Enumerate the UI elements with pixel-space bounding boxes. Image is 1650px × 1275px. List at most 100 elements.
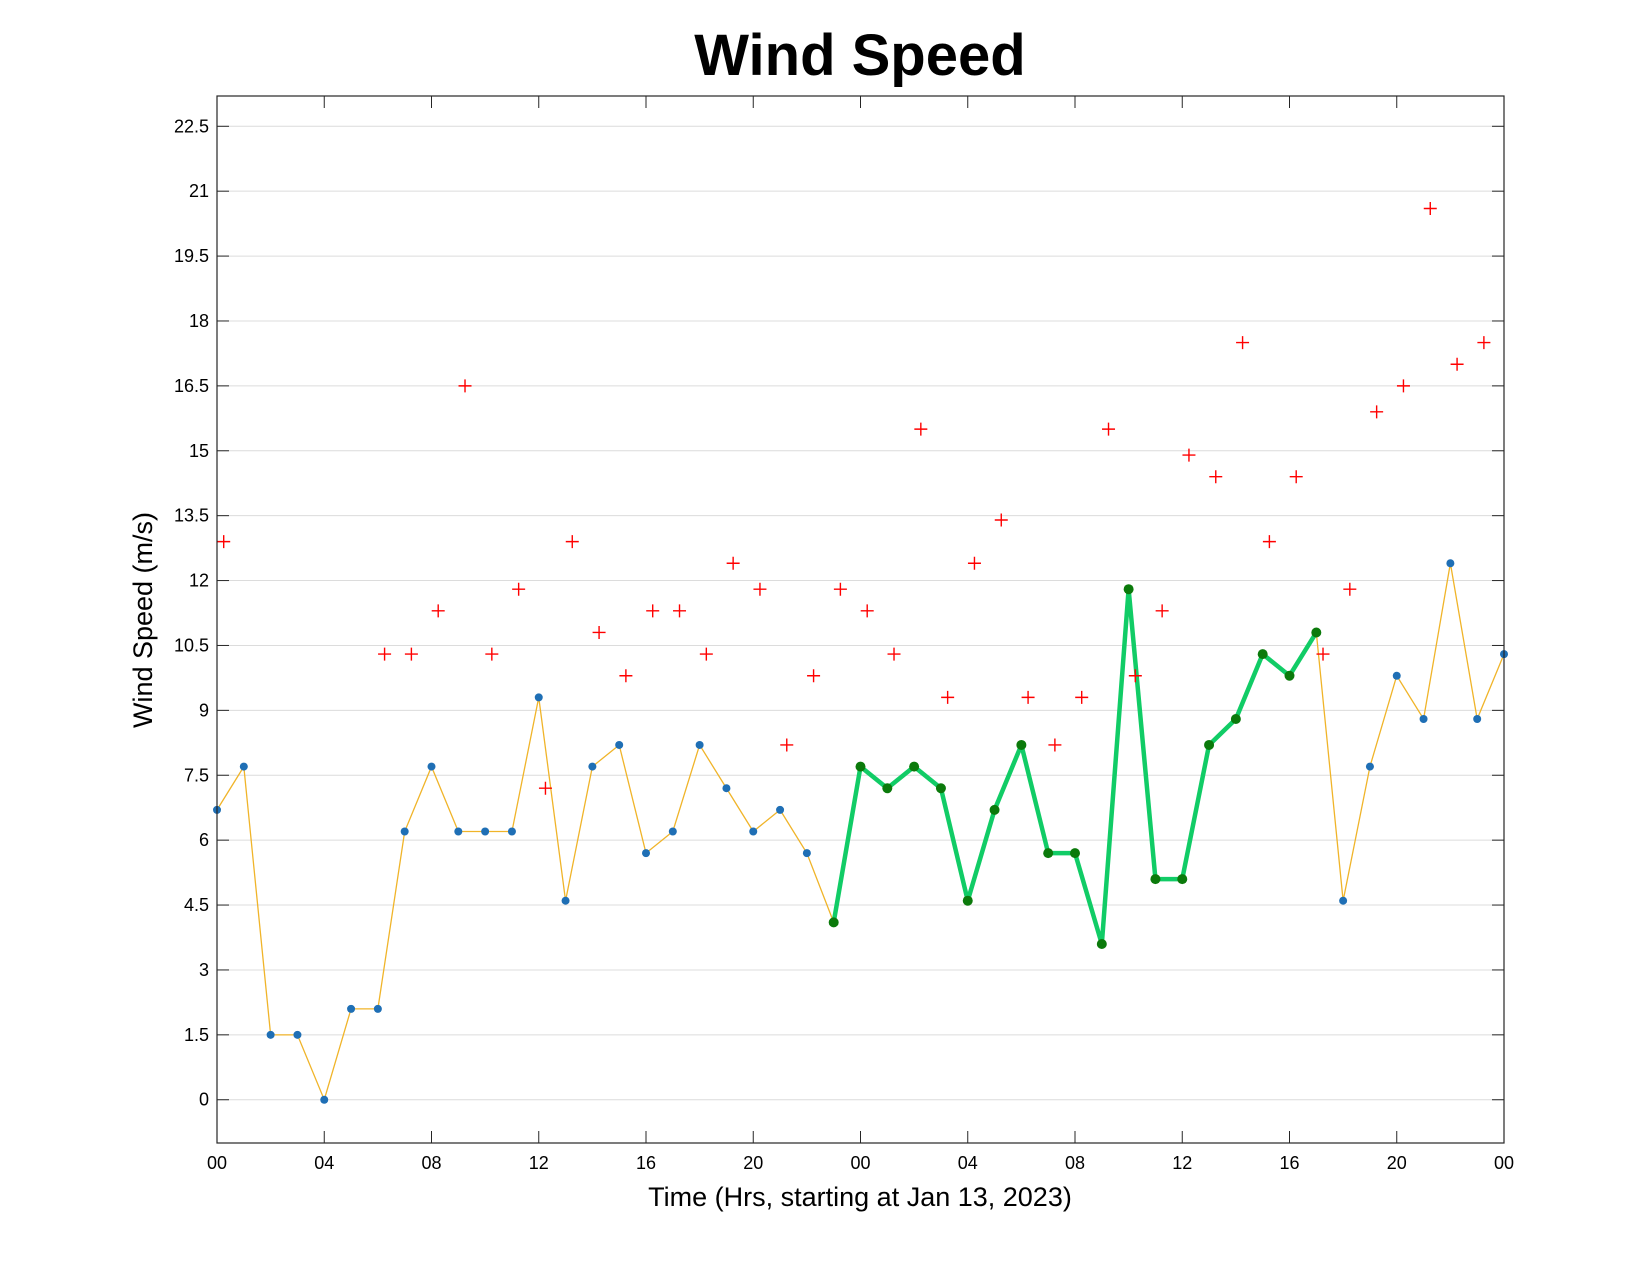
series-3-marker — [646, 604, 660, 618]
series-3-marker — [538, 781, 552, 795]
y-tick-label: 4.5 — [184, 895, 209, 915]
y-tick-label: 10.5 — [174, 635, 209, 655]
series-1-point — [695, 740, 704, 749]
series-3-marker — [833, 582, 847, 596]
series-1-point — [400, 827, 409, 836]
series-1-point — [481, 827, 490, 836]
y-tick-label: 7.5 — [184, 765, 209, 785]
series-1-point — [454, 827, 463, 836]
series-3-marker — [860, 604, 874, 618]
series-3-marker — [967, 556, 981, 570]
x-tick-label: 04 — [958, 1153, 978, 1173]
series-2-point — [1257, 649, 1268, 660]
series-1-point — [347, 1004, 356, 1013]
series-2-point — [1230, 714, 1241, 725]
y-tick-label: 15 — [189, 441, 209, 461]
series-1-point — [1446, 559, 1455, 568]
plot-area — [217, 96, 1504, 1143]
y-tick-label: 0 — [199, 1090, 209, 1110]
series-2-point — [828, 917, 839, 928]
series-1-point — [293, 1030, 302, 1039]
series-3-marker — [1102, 422, 1116, 436]
series-1-point — [615, 740, 624, 749]
series-1-point — [1392, 671, 1401, 680]
y-tick-label: 13.5 — [174, 506, 209, 526]
series-3-marker — [1262, 535, 1276, 549]
x-tick-label: 16 — [1279, 1153, 1299, 1173]
series-3-marker — [565, 535, 579, 549]
series-2-point — [1016, 739, 1027, 750]
series-3-marker — [431, 604, 445, 618]
series-3-marker — [485, 647, 499, 661]
series-3-marker — [1182, 448, 1196, 462]
series-3-marker — [1289, 470, 1303, 484]
series-2-point — [1043, 848, 1054, 859]
series-2-point — [935, 783, 946, 794]
x-tick-label: 08 — [1065, 1153, 1085, 1173]
series-1-point — [642, 849, 650, 858]
x-tick-label: 00 — [1494, 1153, 1514, 1173]
series-3-marker — [941, 690, 955, 704]
y-tick-label: 21 — [189, 181, 209, 201]
y-tick-label: 1.5 — [184, 1025, 209, 1045]
series-1-point — [802, 849, 811, 858]
y-tick-label: 6 — [199, 830, 209, 850]
y-tick-label: 19.5 — [174, 246, 209, 266]
series-1-point — [776, 805, 785, 814]
series-2-point — [989, 804, 1000, 815]
data-series — [213, 201, 1508, 1104]
series-1-point — [668, 827, 677, 836]
series-1-point — [266, 1030, 275, 1039]
series-2-point — [1070, 848, 1080, 859]
series-3-marker — [807, 669, 821, 683]
series-3-marker — [994, 513, 1008, 527]
series-1-point — [427, 762, 436, 771]
series-2-point — [855, 761, 866, 772]
series-3-marker — [1423, 201, 1437, 215]
x-tick-label: 12 — [1172, 1153, 1192, 1173]
series-3-marker — [1236, 336, 1250, 350]
series-3-marker — [1396, 379, 1410, 393]
series-1-point — [1419, 715, 1428, 724]
series-1-point — [1473, 715, 1482, 724]
series-3-marker — [1048, 738, 1062, 752]
series-3-marker — [673, 604, 687, 618]
y-tick-label: 18 — [189, 311, 209, 331]
x-tick-label: 20 — [1387, 1153, 1407, 1173]
series-2-point — [1284, 670, 1295, 681]
series-2-point — [1096, 938, 1107, 949]
series-3-marker — [753, 582, 767, 596]
series-1-point — [534, 693, 543, 702]
series-2-point — [1311, 627, 1322, 638]
series-3-marker — [1316, 647, 1330, 661]
series-1-point — [1365, 762, 1374, 771]
axis-ticks: 0 1.5 3 4.5 6 7.5 9 10.5 12 13.5 15 16.5 18 19.5 21 22.… — [174, 96, 1514, 1173]
series-2-point — [1123, 584, 1134, 595]
series-3-marker — [1155, 604, 1169, 618]
y-tick-label: 12 — [189, 571, 209, 591]
x-tick-label: 08 — [421, 1153, 441, 1173]
y-tick-label: 22.5 — [174, 116, 209, 136]
series-3-marker — [458, 379, 472, 393]
series-1-point — [507, 827, 516, 836]
series-1-point — [1339, 896, 1348, 905]
x-tick-label: 12 — [529, 1153, 549, 1173]
series-3-marker — [619, 669, 633, 683]
x-tick-label: 00 — [207, 1153, 227, 1173]
series-3-marker — [726, 556, 740, 570]
series-2-point — [909, 761, 920, 772]
series-3-marker — [1075, 690, 1089, 704]
series-3-marker — [592, 625, 606, 639]
x-tick-label: 16 — [636, 1153, 656, 1173]
series-2-point — [882, 783, 893, 794]
series-3-marker — [887, 647, 901, 661]
y-tick-label: 3 — [199, 960, 209, 980]
series-1-point — [239, 762, 248, 771]
series-3-marker — [780, 738, 794, 752]
series-2-point — [962, 895, 973, 906]
series-3-marker — [378, 647, 392, 661]
chart-title: Wind Speed — [694, 23, 1025, 88]
x-axis-label: Time (Hrs, starting at Jan 13, 2023) — [648, 1182, 1072, 1212]
series-3-marker — [1450, 357, 1464, 371]
